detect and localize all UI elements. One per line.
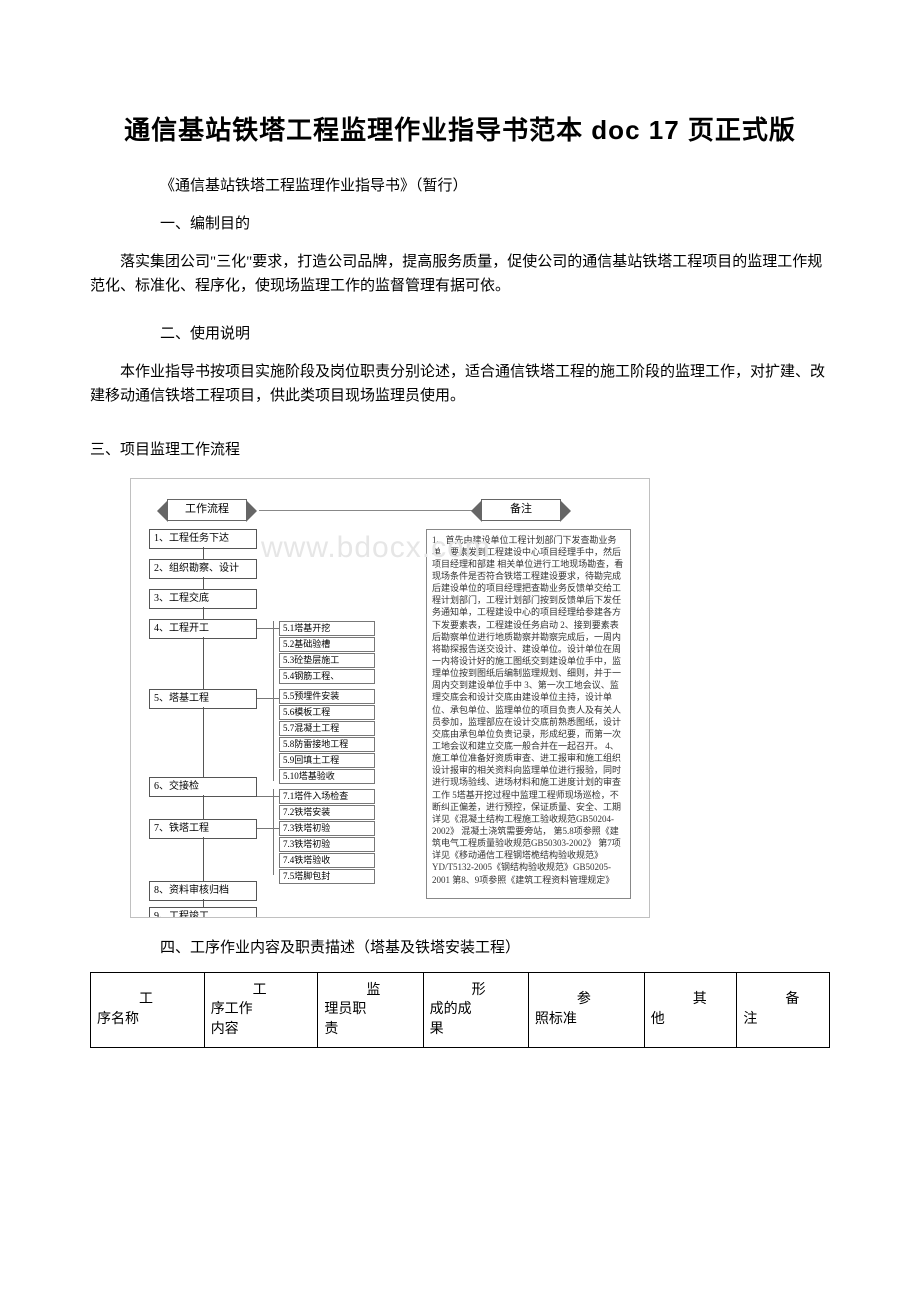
- subbox-7-4: 7.4铁塔验收: [279, 853, 375, 868]
- sec1-body: 落实集团公司"三化"要求，打造公司品牌，提高服务质量，促使公司的通信基站铁塔工程…: [90, 250, 830, 298]
- sec2-body: 本作业指导书按项目实施阶段及岗位职责分别论述，适合通信铁塔工程的施工阶段的监理工…: [90, 360, 830, 408]
- th-5: 参照标准: [528, 972, 644, 1048]
- subbox-5-1: 5.1塔基开挖: [279, 621, 375, 636]
- flowbox-1: 1、工程任务下达: [149, 529, 257, 549]
- vconn: [203, 899, 204, 907]
- flowbox-6: 6、交接检: [149, 777, 257, 797]
- intro-line: 《通信基站铁塔工程监理作业指导书》（暂行）: [130, 174, 830, 198]
- flowbox-4: 4、工程开工: [149, 619, 257, 639]
- subbox-7-2: 7.2铁塔安装: [279, 805, 375, 820]
- flowbox-5: 5、塔基工程: [149, 689, 257, 709]
- vconn: [203, 837, 204, 881]
- flow-right-column: 备注 1、首先由建设单位工程计划部门下发查勘业务单，要素发到工程建设中心项目经理…: [426, 489, 638, 909]
- hconn: [257, 796, 279, 797]
- flowbox-7: 7、铁塔工程: [149, 819, 257, 839]
- sec3-label: 三、项目监理工作流程: [90, 438, 830, 462]
- flow-header-right: 备注: [481, 499, 561, 521]
- hconn: [257, 828, 279, 829]
- flow-header-right-label: 备注: [510, 501, 532, 519]
- flowbox-9: 9、工程竣工: [149, 907, 257, 918]
- vconn: [203, 795, 204, 819]
- subv-7: [273, 789, 274, 875]
- vconn: [203, 607, 204, 619]
- flowbox-8: 8、资料审核归档: [149, 881, 257, 901]
- subbox-7-5: 7.5塔脚包封: [279, 869, 375, 884]
- subbox-5-4: 5.4钢筋工程、: [279, 669, 375, 684]
- subbox-5-6: 5.6模板工程: [279, 705, 375, 720]
- flowchart-container: www.bdocx.com 工作流程 1、工程任务下达 2、组织勘察、设计 3、…: [130, 478, 650, 918]
- sec2-label: 二、使用说明: [130, 322, 830, 346]
- th-1: 工序名称: [91, 972, 205, 1048]
- flow-header-left: 工作流程: [167, 499, 247, 521]
- subbox-5-8: 5.8防雷接地工程: [279, 737, 375, 752]
- th-2: 工序工作内容: [204, 972, 318, 1048]
- subbox-7-3: 7.3铁塔初验: [279, 821, 375, 836]
- responsibility-table: 工序名称 工序工作内容 监理员职责 形成的成果 参照标准 其他 备注: [90, 972, 830, 1049]
- subv-5: [273, 621, 274, 781]
- th-3: 监理员职责: [318, 972, 423, 1048]
- subbox-5-9: 5.9回填土工程: [279, 753, 375, 768]
- subbox-5-5: 5.5预埋件安装: [279, 689, 375, 704]
- table-header-row: 工序名称 工序工作内容 监理员职责 形成的成果 参照标准 其他 备注: [91, 972, 830, 1048]
- page-title: 通信基站铁塔工程监理作业指导书范本 doc 17 页正式版: [90, 110, 830, 152]
- hconn: [257, 628, 279, 629]
- vconn: [203, 547, 204, 559]
- subbox-5-10: 5.10塔基验收: [279, 769, 375, 784]
- flowbox-2: 2、组织勘察、设计: [149, 559, 257, 579]
- vconn: [203, 637, 204, 689]
- th-7: 备注: [737, 972, 830, 1048]
- hconn: [257, 698, 279, 699]
- vconn: [203, 707, 204, 777]
- th-4: 形成的成果: [423, 972, 528, 1048]
- subbox-5-7: 5.7混凝土工程: [279, 721, 375, 736]
- subbox-7-1: 7.1塔件入场检查: [279, 789, 375, 804]
- subbox-7-3b: 7.3铁塔初验: [279, 837, 375, 852]
- subbox-5-3: 5.3砼垫层施工: [279, 653, 375, 668]
- th-6: 其他: [644, 972, 737, 1048]
- sec1-label: 一、编制目的: [130, 212, 830, 236]
- flowbox-3: 3、工程交底: [149, 589, 257, 609]
- flow-left-column: 工作流程 1、工程任务下达 2、组织勘察、设计 3、工程交底 4、工程开工 5、…: [149, 489, 409, 909]
- flow-notes: 1、首先由建设单位工程计划部门下发查勘业务单，要素发到工程建设中心项目经理手中，…: [426, 529, 631, 899]
- sec4-label: 四、工序作业内容及职责描述（塔基及铁塔安装工程）: [130, 936, 830, 960]
- vconn: [203, 577, 204, 589]
- subbox-5-2: 5.2基础验槽: [279, 637, 375, 652]
- flow-header-left-label: 工作流程: [185, 501, 229, 519]
